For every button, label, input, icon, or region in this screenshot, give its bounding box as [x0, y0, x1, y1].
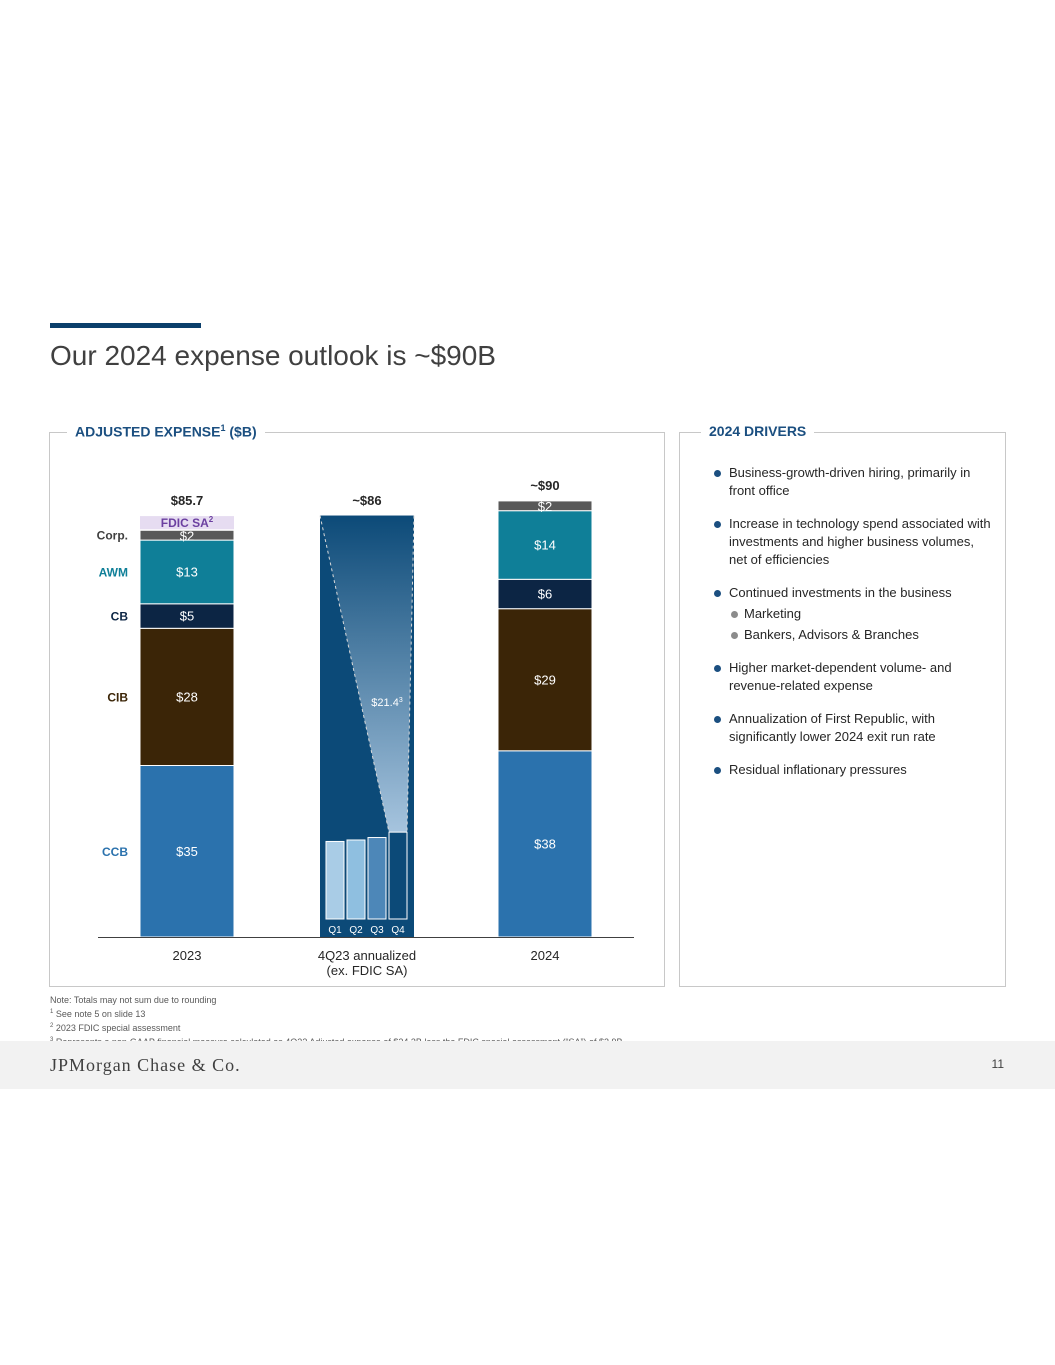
footnote-1-text: See note 5 on slide 13: [53, 1009, 146, 1019]
funnel-edge-right: [406, 515, 415, 833]
legend-label-corp: Corp.: [97, 529, 128, 543]
x-tick-label: 2024: [531, 948, 560, 963]
bar-awm-2023: [139, 539, 235, 605]
driver-sub-list: Marketing Bankers, Advisors & Branches: [729, 605, 994, 644]
title-accent-rule: [50, 323, 201, 328]
total-label-2024: ~$90: [530, 478, 559, 493]
footnote-3-marker: 3: [50, 1037, 54, 1043]
legend-label-awm: AWM: [99, 565, 128, 579]
adjusted-expense-heading-text: ADJUSTED EXPENSE: [75, 423, 221, 440]
driver-sub-text: Bankers, Advisors & Branches: [744, 627, 919, 642]
page-title: Our 2024 expense outlook is ~$90B: [50, 340, 496, 371]
quarter-bar-q3: [367, 837, 387, 920]
quarter-bar-q2: [346, 839, 366, 920]
bar-corp-2024: [497, 500, 593, 512]
q4-annualized-label: $21.43: [371, 697, 403, 709]
segment-label: $14: [534, 538, 556, 553]
driver-text: Residual inflationary pressures: [729, 762, 907, 777]
adjusted-expense-heading-suffix: ($B): [225, 423, 257, 440]
footnote-1-marker: 1: [50, 1009, 54, 1015]
quarter-bar-q1: [325, 840, 345, 920]
bullet-icon: [714, 767, 721, 774]
footnote-2-marker: 2: [50, 1023, 54, 1029]
drivers-panel: 2024 DRIVERS: [679, 423, 1006, 987]
quarter-label: Q2: [349, 925, 363, 936]
legend-label-cib: CIB: [107, 690, 128, 704]
sub-bullet-icon: [731, 611, 738, 618]
quarter-label: Q3: [370, 925, 384, 936]
adjusted-expense-chart: $35 CCB $28 CIB $5 CB $13 AWM $2 Corp. FDIC SA2 $85…: [97, 478, 634, 978]
q4-label-footnote: 3: [399, 697, 403, 704]
driver-text: Higher market-dependent volume- and reve…: [729, 660, 952, 693]
page-number: 11: [991, 1057, 1004, 1071]
segment-label: $6: [538, 587, 552, 602]
drivers-list: Business-growth-driven hiring, primarily…: [714, 464, 994, 794]
bar-cb-2023: [139, 603, 235, 629]
bar-corp-2023: [139, 529, 235, 541]
driver-text: Continued investments in the business: [729, 585, 952, 600]
driver-text: Increase in technology spend associated …: [729, 516, 991, 567]
total-label-annualized: ~$86: [352, 493, 381, 508]
company-logo: JPMorgan Chase & Co.: [50, 1055, 241, 1075]
adjusted-expense-heading-footnote: 1: [220, 423, 226, 433]
legend-label-cb: CB: [111, 610, 129, 624]
segment-label: $2: [538, 499, 552, 514]
driver-text: Business-growth-driven hiring, primarily…: [729, 465, 971, 498]
bar-cib-2024: [497, 608, 593, 752]
adjusted-expense-heading: ADJUSTED EXPENSE1 ($B): [67, 423, 265, 440]
driver-item: Higher market-dependent volume- and reve…: [714, 659, 994, 695]
footnotes: Note: Totals may not sum due to rounding…: [50, 994, 622, 1048]
segment-label: $35: [176, 844, 198, 859]
bullet-icon: [714, 716, 721, 723]
segment-label: $5: [180, 609, 194, 624]
segment-label: $38: [534, 836, 556, 851]
quarter-label: Q1: [328, 925, 342, 936]
bullet-icon: [714, 665, 721, 672]
adjusted-expense-panel: ADJUSTED EXPENSE1 ($B): [49, 423, 665, 987]
driver-item: Continued investments in the business Ma…: [714, 584, 994, 644]
bar-awm-2024: [497, 510, 593, 580]
footnote-rounding: Note: Totals may not sum due to rounding: [50, 995, 217, 1005]
quarter-bar-q4: [388, 831, 408, 920]
legend-label-ccb: CCB: [102, 845, 128, 859]
bar-ccb-2023: [139, 765, 235, 938]
footnote-2: 2 2023 FDIC special assessment: [50, 1020, 622, 1034]
driver-sub-item: Bankers, Advisors & Branches: [729, 626, 994, 644]
segment-label: $2: [180, 528, 194, 543]
segment-label: $13: [176, 564, 198, 579]
annualized-projection-funnel: [320, 515, 414, 833]
sub-bullet-icon: [731, 632, 738, 639]
driver-item: Increase in technology spend associated …: [714, 515, 994, 569]
footer-bar: JPMorgan Chase & Co. 11: [0, 1041, 1055, 1089]
driver-sub-item: Marketing: [729, 605, 994, 623]
segment-label: $29: [534, 672, 556, 687]
driver-item: Business-growth-driven hiring, primarily…: [714, 464, 994, 500]
footnote-2-text: 2023 FDIC special assessment: [53, 1023, 181, 1033]
bullet-icon: [714, 470, 721, 477]
driver-sub-text: Marketing: [744, 606, 802, 621]
bar-cib-2023: [139, 627, 235, 766]
x-tick-label: (ex. FDIC SA): [327, 963, 408, 978]
fdic-sa-footnote: 2: [209, 515, 214, 524]
driver-text: Annualization of First Republic, with si…: [729, 711, 936, 744]
driver-item: Annualization of First Republic, with si…: [714, 710, 994, 746]
bar-ccb-2024: [497, 750, 593, 938]
footnote-1: 1 See note 5 on slide 13: [50, 1006, 622, 1020]
quarter-label: Q4: [391, 925, 405, 936]
fdic-sa-label: FDIC SA2: [161, 515, 214, 530]
driver-item: Residual inflationary pressures: [714, 761, 994, 779]
drivers-heading: 2024 DRIVERS: [701, 423, 815, 439]
bar-fdic-sa-2023: [140, 516, 234, 530]
bar-cb-2024: [497, 578, 593, 610]
bullet-icon: [714, 590, 721, 597]
segment-label: $28: [176, 689, 198, 704]
x-tick-label: 4Q23 annualized: [318, 948, 416, 963]
x-tick-label: 2023: [173, 948, 202, 963]
total-label-2023: $85.7: [171, 493, 204, 508]
bullet-icon: [714, 521, 721, 528]
